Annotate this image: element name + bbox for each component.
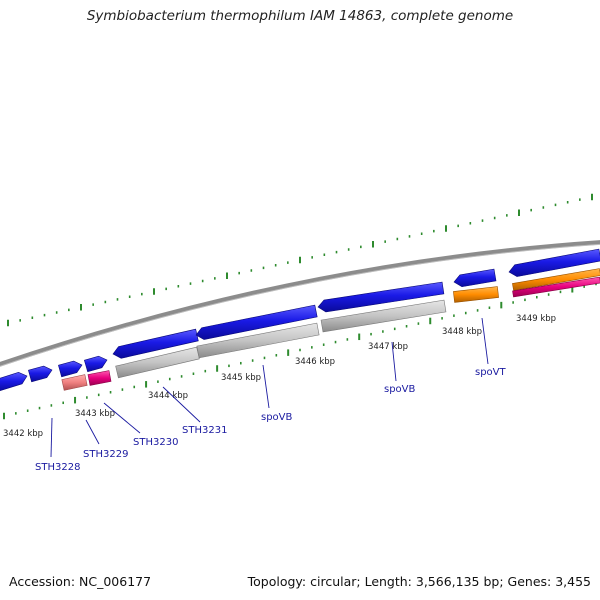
gene-label-spovt[interactable]: spoVT	[475, 367, 507, 378]
label-leader-line	[481, 317, 489, 365]
cds-feature[interactable]	[195, 304, 318, 340]
ncRNA-feature[interactable]	[512, 268, 600, 291]
cds-feature[interactable]	[28, 365, 53, 383]
ruler-label: 3448 kbp	[442, 327, 482, 337]
gene-label-sth3228[interactable]: STH3228	[35, 462, 80, 473]
ruler-label: 3442 kbp	[3, 429, 43, 439]
gene-feature[interactable]	[320, 299, 447, 333]
gene-label-spovb[interactable]: spoVB	[384, 384, 416, 395]
genome-title: Symbiobacterium thermophilum IAM 14863, …	[86, 8, 514, 24]
cds-feature[interactable]	[0, 372, 28, 392]
ruler-label: 3444 kbp	[148, 391, 188, 401]
genome-backbone	[0, 240, 600, 367]
topology-text: Topology: circular; Length: 3,566,135 bp…	[247, 574, 591, 589]
ruler-label: 3446 kbp	[295, 357, 335, 367]
label-leader-line	[103, 402, 141, 434]
ncRNA-feature[interactable]	[453, 286, 499, 303]
cds-feature[interactable]	[83, 355, 108, 373]
gene-label-spovb[interactable]: spoVB	[261, 412, 293, 423]
label-leader-line	[391, 341, 397, 382]
gene-label-sth3231[interactable]: STH3231	[182, 425, 227, 436]
label-leader-line	[85, 419, 100, 445]
cds-feature[interactable]	[317, 281, 445, 313]
cds-feature[interactable]	[58, 360, 83, 378]
ruler-label: 3445 kbp	[221, 373, 261, 383]
rRNA-feature[interactable]	[61, 374, 88, 391]
gene-label-sth3230[interactable]: STH3230	[133, 437, 178, 448]
cds-feature[interactable]	[453, 268, 497, 288]
ruler-label: 3449 kbp	[516, 314, 556, 324]
gene-feature[interactable]	[196, 322, 320, 359]
gene-feature[interactable]	[115, 346, 200, 379]
gene-label-sth3229[interactable]: STH3229	[83, 449, 128, 460]
accession-text: Accession: NC_006177	[9, 574, 152, 589]
label-leader-line	[50, 417, 53, 458]
label-leader-line	[162, 386, 201, 423]
ruler-label: 3443 kbp	[75, 409, 115, 419]
cds-feature[interactable]	[508, 248, 600, 277]
tRNA-feature[interactable]	[87, 370, 112, 386]
label-leader-line	[262, 364, 270, 409]
ruler-label: 3447 kbp	[368, 342, 408, 352]
